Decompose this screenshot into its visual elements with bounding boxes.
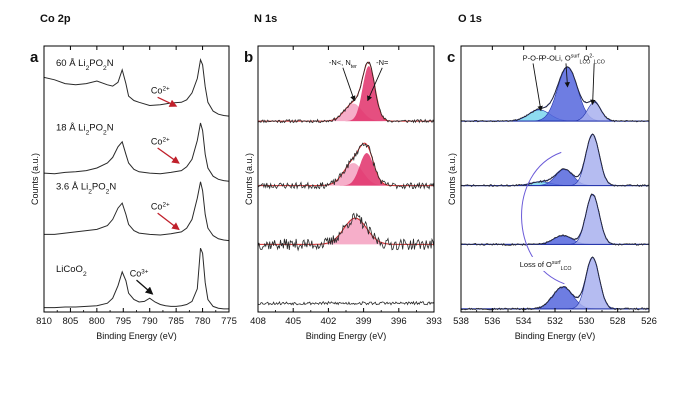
peak-label-arrow — [367, 67, 383, 102]
x-axis-label: Binding Energy (eV) — [96, 331, 177, 341]
x-tick-label: 800 — [89, 316, 105, 327]
peak-label-arrow — [342, 67, 356, 102]
fit-envelope — [258, 217, 434, 245]
peak-annotation: Co2+ — [151, 201, 170, 212]
x-tick-label: 775 — [221, 316, 237, 327]
x-tick-label: 795 — [115, 316, 131, 327]
raw-spectrum — [258, 300, 434, 306]
raw-spectrum — [258, 142, 434, 190]
panel-a-co-2p: Co 2p a 810 805 800 795 790 785 780 775 Binding En… — [30, 13, 237, 341]
x-tick-label: 528 — [610, 316, 626, 327]
series-2 — [44, 122, 229, 182]
x-tick-label: 785 — [168, 316, 184, 327]
loss-arc — [521, 151, 565, 285]
peak-label-arrow — [532, 63, 543, 112]
series-4 — [258, 300, 434, 306]
spectrum-line — [44, 248, 229, 310]
x-tick-label: 790 — [142, 316, 158, 327]
series-1 — [44, 58, 229, 117]
x-axis-label: Binding Energy (eV) — [515, 331, 596, 341]
fit-component — [461, 193, 649, 245]
panel-title: Co 2p — [40, 13, 71, 25]
fit-component — [258, 103, 434, 122]
peak-label: -N= — [376, 58, 389, 67]
annotation-arrow — [157, 212, 180, 231]
peak-label: P-OLi, OsurfLCO — [542, 53, 591, 65]
x-tick-label: 530 — [578, 316, 594, 327]
fit-component — [461, 168, 649, 186]
raw-spectrum — [461, 193, 649, 246]
panel-b-n-1s: N 1s b 408 405 402 399 396 393 Binding Energy (e… — [244, 13, 442, 341]
peak-label: P-O-P — [523, 53, 544, 62]
x-axis: 810 805 800 795 790 785 780 775 — [36, 46, 237, 327]
raw-spectrum — [461, 66, 649, 123]
series-1 — [258, 61, 434, 124]
series-2 — [258, 142, 434, 190]
x-tick-label: 810 — [36, 316, 52, 327]
series-label: LiCoO2 — [56, 264, 87, 278]
annotation-arrow — [157, 96, 178, 107]
series-3 — [44, 181, 229, 242]
panel-title: O 1s — [458, 13, 482, 25]
fit-component — [258, 163, 434, 186]
x-tick-label: 536 — [484, 316, 500, 327]
plot-area — [461, 66, 649, 311]
raw-spectrum — [461, 133, 649, 188]
series-3 — [258, 212, 434, 252]
series-label: 60 Å Li2PO2N — [56, 58, 114, 72]
series-1 — [461, 66, 649, 123]
peak-annotation: Co3+ — [130, 268, 149, 279]
x-tick-label: 408 — [250, 316, 266, 327]
loss-label-bg — [511, 256, 578, 271]
raw-spectrum — [258, 61, 434, 124]
y-axis-label: Counts (a.u.) — [30, 153, 40, 205]
peak-label-arrow — [590, 63, 596, 106]
y-axis-label: Counts (a.u.) — [244, 153, 254, 205]
series-label: 18 Å Li2PO2N — [56, 122, 114, 136]
peak-annotation: Co2+ — [151, 136, 170, 147]
series-3 — [461, 193, 649, 246]
annotation-arrow — [136, 279, 154, 295]
x-tick-label: 805 — [62, 316, 78, 327]
raw-spectrum — [258, 212, 434, 252]
spectrum-line — [44, 58, 229, 117]
x-axis: 408 405 402 399 396 393 — [250, 46, 442, 327]
series-label: 3.6 Å Li2PO2N — [56, 181, 116, 195]
annotation-arrow — [157, 147, 180, 164]
loss-label: Loss of OsurfLCO — [520, 260, 572, 272]
spectrum-line — [44, 181, 229, 242]
peak-label: -N<, Nter — [329, 58, 357, 70]
series-2 — [461, 133, 649, 188]
plot-area — [44, 58, 229, 310]
spectrum-line — [44, 122, 229, 182]
peak-label-arrow — [564, 63, 570, 88]
fit-component — [258, 218, 434, 245]
x-axis-label: Binding Energy (eV) — [306, 331, 387, 341]
panel-title: N 1s — [254, 13, 277, 25]
x-axis: 538 536 534 532 530 528 526 — [453, 46, 657, 327]
series-4 — [44, 248, 229, 310]
fit-component — [461, 66, 649, 122]
x-tick-label: 393 — [426, 316, 442, 327]
y-axis-label: Counts (a.u.) — [447, 153, 457, 205]
plot-area — [258, 61, 434, 306]
fit-component — [461, 286, 649, 310]
x-tick-label: 534 — [516, 316, 532, 327]
peak-annotation: Co2+ — [151, 85, 170, 96]
x-tick-label: 402 — [320, 316, 336, 327]
x-tick-label: 532 — [547, 316, 563, 327]
panel-letter: a — [30, 49, 39, 66]
panel-letter: b — [244, 49, 253, 66]
peak-label: O2-LCO — [584, 53, 605, 65]
x-tick-label: 526 — [641, 316, 657, 327]
fit-envelope — [461, 193, 649, 245]
x-tick-label: 396 — [391, 316, 407, 327]
panel-letter: c — [447, 49, 455, 66]
x-tick-label: 538 — [453, 316, 469, 327]
panel-c-o-1s: O 1s c 538 536 534 532 530 528 526 Binding Energy… — [447, 13, 657, 341]
x-tick-label: 405 — [285, 316, 301, 327]
x-tick-label: 780 — [195, 316, 211, 327]
x-tick-label: 399 — [356, 316, 372, 327]
